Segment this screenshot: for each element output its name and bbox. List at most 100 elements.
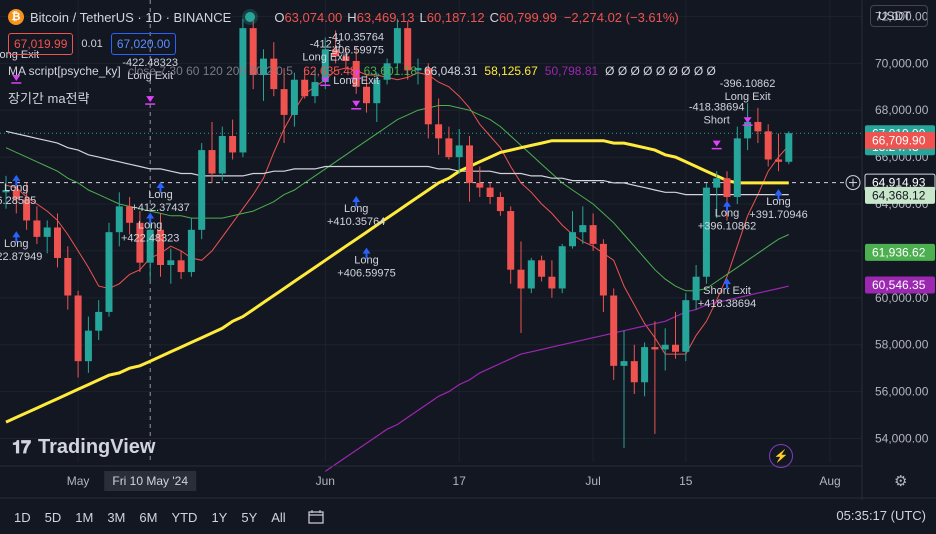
timeframe-ytd[interactable]: YTD (171, 509, 198, 525)
indicator-legend[interactable]: MA script[psyche_ky] close 7 30 60 120 2… (8, 64, 716, 78)
candle-body (33, 220, 41, 237)
candle (682, 293, 690, 362)
candle (84, 316, 92, 373)
candle-body (682, 300, 690, 352)
indicator-value: 62,635.48 (303, 64, 357, 78)
candle-body (507, 211, 515, 270)
candle-body (785, 133, 793, 162)
lightning-icon[interactable]: ⚡ (769, 444, 793, 468)
spread-value: 0.01 (81, 38, 103, 50)
candle-body (496, 196, 504, 212)
indicator-name: MA script[psyche_ky] (8, 64, 121, 78)
candle-body (630, 361, 638, 383)
candle-body (754, 121, 762, 132)
indicator-value: Ø Ø Ø Ø Ø Ø Ø Ø Ø (605, 64, 716, 78)
candle-body (321, 49, 329, 83)
candle-body (249, 28, 257, 76)
candle-body (527, 260, 535, 289)
candle-body (393, 28, 401, 64)
signal-text: Long (138, 219, 162, 231)
candle-body (599, 243, 607, 296)
candle-body (692, 276, 700, 301)
symbol-title[interactable]: Bitcoin / TetherUS · 1D · BINANCE (30, 9, 232, 25)
y-tick-label: 68,000.00 (875, 103, 929, 117)
candle (496, 192, 504, 216)
candle (404, 21, 412, 80)
signal-text: +418.38694 (698, 298, 756, 310)
candle (424, 63, 432, 139)
candle (363, 75, 370, 113)
utc-clock[interactable]: 05:35:17 (UTC) (836, 508, 926, 523)
timeframe-5d[interactable]: 5D (44, 509, 62, 525)
candle (167, 248, 175, 284)
candle (64, 246, 72, 310)
price-label-box (865, 131, 935, 149)
gear-icon[interactable]: ⚙ (894, 473, 908, 490)
signal-text: +391.70946 (749, 209, 807, 221)
short-arrow-icon (743, 117, 752, 124)
candle-body (342, 56, 350, 61)
candle (249, 18, 257, 90)
timeframe-1y[interactable]: 1Y (211, 509, 228, 525)
candle (33, 206, 41, 244)
candle-body (589, 225, 597, 244)
x-tick-label: 15 (679, 474, 693, 488)
close-value: 60,799.99 (499, 9, 557, 25)
candle-body (198, 150, 206, 230)
timeframe-3m[interactable]: 3M (107, 509, 126, 525)
candle-body (424, 68, 432, 125)
y-tick-label: 60,000.00 (875, 291, 929, 305)
timeframe-1m[interactable]: 1M (75, 509, 94, 525)
calendar-icon[interactable] (308, 510, 324, 524)
candle-body (126, 206, 134, 223)
long-arrow-icon (774, 188, 783, 195)
candle (692, 265, 700, 310)
crosshair-date-box (104, 471, 197, 491)
long-arrow-icon (723, 200, 731, 207)
candle-body (455, 145, 463, 158)
x-tick-label: Aug (819, 474, 840, 488)
currency-selector[interactable]: USDT (870, 5, 928, 27)
price-label: 64,368.12 (865, 186, 935, 204)
timeframe-1d[interactable]: 1D (14, 509, 31, 525)
long-arrow-icon (352, 196, 361, 203)
candle (290, 72, 298, 127)
price-label-box (865, 243, 935, 261)
sell-button[interactable]: 67,019.99 (8, 33, 74, 55)
price-label-text: 61,936.62 (872, 245, 926, 259)
candle-body (229, 136, 237, 153)
candle (754, 107, 762, 144)
candle-body (558, 246, 566, 289)
signal-text: Long (354, 255, 378, 267)
candle (126, 196, 134, 235)
bitcoin-icon: ₿ (8, 9, 24, 25)
candle (641, 342, 649, 397)
tradingview-logo[interactable]: 𝟏𝟕 TradingView (12, 436, 155, 459)
market-status-icon[interactable] (245, 12, 256, 22)
x-tick-label: 17 (453, 474, 467, 488)
indicator-value: 50,798.81 (544, 64, 599, 78)
signal-text: -422.48323 (122, 57, 178, 69)
crosshair-date-label: Fri 10 May '24 (104, 471, 197, 491)
candle (476, 166, 484, 197)
buy-button[interactable]: 67,020.00 (110, 33, 177, 55)
y-tick-label: 72,000.00 (875, 9, 929, 23)
signal-text: Long Exit (725, 91, 771, 103)
indicator-subtitle: 장기간 ma전략 (8, 91, 90, 106)
candle (630, 344, 638, 394)
timeframe-6m[interactable]: 6M (139, 509, 158, 525)
price-label-box (865, 276, 935, 294)
candle (599, 239, 607, 312)
signal-label: Long+410.35764 (327, 196, 385, 228)
open-key: O (274, 9, 285, 25)
candle-body (548, 276, 556, 289)
candle (713, 171, 721, 219)
candle (744, 103, 752, 151)
candle (157, 213, 164, 277)
timeframe-5y[interactable]: 5Y (241, 509, 258, 525)
timeframe-all[interactable]: All (271, 509, 286, 525)
candle-body (435, 124, 443, 139)
candle (455, 128, 463, 174)
